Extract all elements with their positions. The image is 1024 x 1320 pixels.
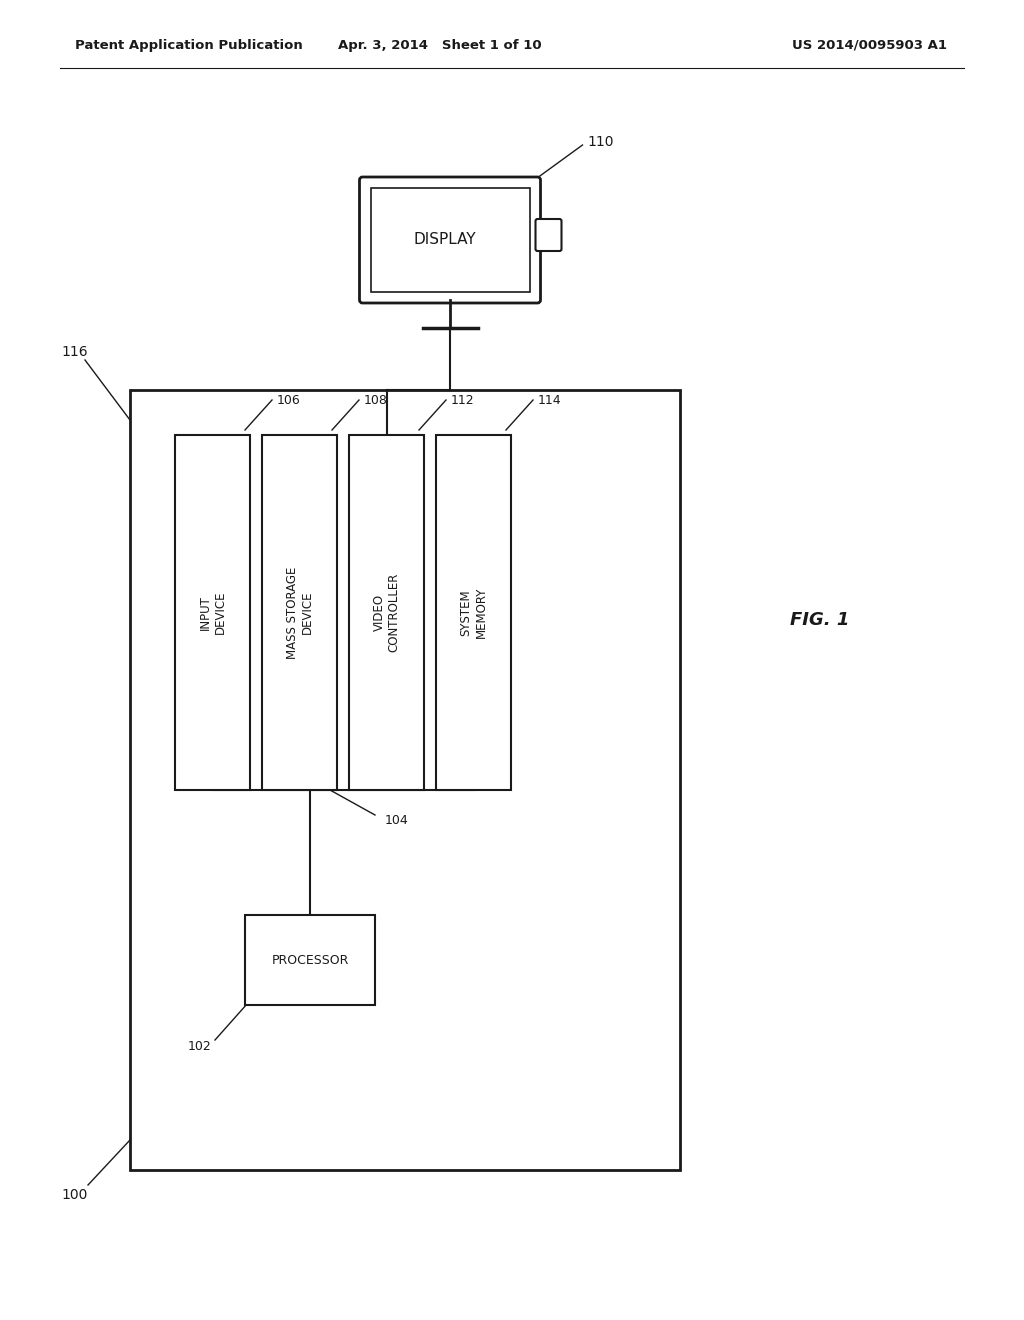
- Bar: [371, 187, 529, 292]
- Bar: [130, 389, 680, 1170]
- Text: Patent Application Publication: Patent Application Publication: [75, 38, 303, 51]
- Bar: [262, 436, 337, 789]
- Text: 116: 116: [61, 345, 88, 359]
- Text: 114: 114: [538, 393, 561, 407]
- Bar: [436, 436, 511, 789]
- Text: MASS STORAGE
DEVICE: MASS STORAGE DEVICE: [286, 566, 313, 659]
- Text: DISPLAY: DISPLAY: [414, 232, 476, 248]
- Bar: [349, 436, 424, 789]
- Text: 100: 100: [61, 1188, 88, 1203]
- Text: 112: 112: [451, 393, 475, 407]
- Bar: [175, 436, 250, 789]
- Text: INPUT
DEVICE: INPUT DEVICE: [199, 591, 226, 634]
- Text: 110: 110: [588, 135, 614, 149]
- Text: SYSTEM
MEMORY: SYSTEM MEMORY: [460, 587, 487, 638]
- FancyBboxPatch shape: [359, 177, 541, 304]
- Text: 108: 108: [364, 393, 388, 407]
- Text: VIDEO
CONTROLLER: VIDEO CONTROLLER: [373, 573, 400, 652]
- Text: Apr. 3, 2014   Sheet 1 of 10: Apr. 3, 2014 Sheet 1 of 10: [338, 38, 542, 51]
- Text: FIG. 1: FIG. 1: [791, 611, 850, 630]
- Text: 102: 102: [188, 1040, 212, 1053]
- Text: PROCESSOR: PROCESSOR: [271, 953, 349, 966]
- Text: 106: 106: [278, 393, 301, 407]
- Bar: [245, 915, 375, 1005]
- Text: 104: 104: [385, 813, 409, 826]
- Text: US 2014/0095903 A1: US 2014/0095903 A1: [793, 38, 947, 51]
- FancyBboxPatch shape: [536, 219, 561, 251]
